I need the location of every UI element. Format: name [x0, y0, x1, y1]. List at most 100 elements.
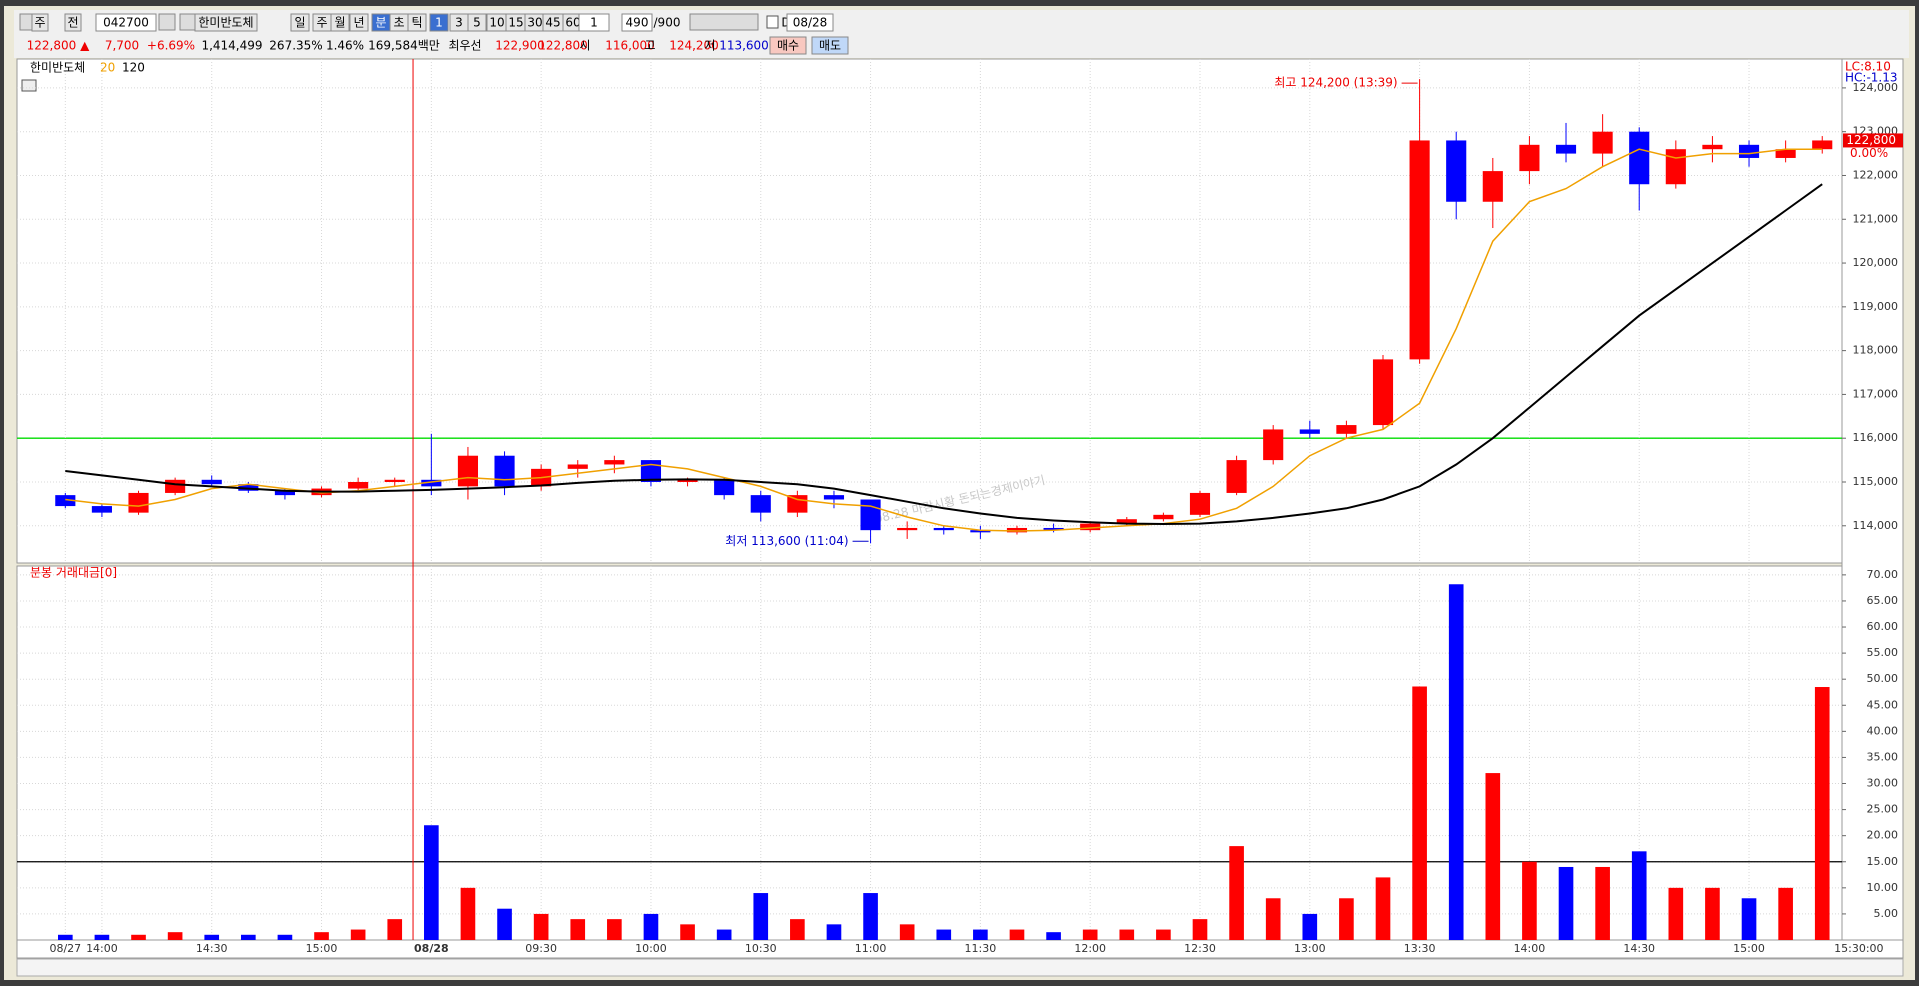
quote-field: 저 — [704, 39, 715, 53]
table-icon[interactable] — [21, 79, 37, 92]
candle-body — [750, 495, 771, 513]
toolbar-button[interactable] — [330, 13, 350, 32]
quote-field: 267.35% — [269, 39, 322, 53]
candle-body — [1446, 140, 1467, 202]
legend-entry: 20 — [100, 61, 115, 75]
toolbar-button[interactable] — [95, 13, 157, 32]
x-tick-label: 12:00 — [1074, 942, 1106, 955]
toolbar-button[interactable] — [407, 13, 427, 32]
candle-body — [1738, 144, 1760, 158]
volume-bar — [1082, 929, 1098, 940]
toolbar-label[interactable]: D — [781, 16, 790, 30]
toolbar-label[interactable]: 60 — [565, 16, 580, 30]
toolbar-button[interactable] — [429, 13, 449, 32]
toolbar-button[interactable] — [290, 13, 310, 32]
volume-bar — [1229, 846, 1244, 940]
toolbar-label[interactable]: 1 — [590, 16, 598, 30]
quote-field: 124,200 — [669, 39, 719, 53]
toolbar-label[interactable]: 년 — [353, 16, 364, 30]
candle-body — [238, 484, 259, 491]
volume-bar — [241, 934, 256, 940]
candle-body — [1482, 171, 1503, 202]
toolbar-label[interactable]: 042700 — [103, 16, 149, 30]
candle-body — [933, 527, 954, 531]
y-tick-label: 50.00 — [1867, 672, 1899, 685]
candle-body — [1226, 460, 1247, 493]
volume-bar — [1741, 898, 1757, 940]
volume-bar — [1814, 687, 1830, 940]
candle-body — [1299, 429, 1320, 434]
y-tick-label: 60.00 — [1867, 620, 1899, 633]
toolbar-button[interactable] — [31, 13, 49, 32]
scrollbar[interactable] — [16, 958, 1904, 977]
volume-bar — [680, 924, 695, 940]
toolbar-label[interactable]: 주 — [316, 16, 327, 30]
toolbar-button[interactable] — [64, 13, 82, 32]
candle-body — [1153, 514, 1174, 520]
x-tick-label: 13:30 — [1404, 942, 1436, 955]
candle-body — [494, 455, 515, 487]
y-axis-area — [1841, 58, 1904, 941]
volume-bar — [643, 913, 659, 940]
candle-body — [384, 479, 405, 482]
y-tick-label: 65.00 — [1867, 594, 1899, 607]
toolbar-button[interactable] — [578, 13, 610, 32]
candle-body — [1006, 527, 1028, 533]
candle-body — [274, 490, 295, 496]
x-tick-label: 14:00 — [1514, 942, 1546, 955]
price-pane — [16, 58, 1843, 564]
candle-body — [1665, 149, 1686, 185]
toolbar-button[interactable] — [349, 13, 369, 32]
checkbox[interactable] — [766, 15, 779, 29]
quote-field: 1.46% — [326, 39, 364, 53]
search-icon[interactable] — [158, 13, 176, 31]
y-tick-label: 116,000 — [1853, 431, 1899, 444]
quote-field[interactable]: 매도 — [819, 39, 841, 53]
quote-field[interactable]: 매수 — [777, 39, 799, 53]
low-annotation: 최저 113,600 (11:04) — [725, 534, 848, 548]
toolbar-label[interactable]: 30 — [527, 16, 542, 30]
toolbar-label[interactable]: 전 — [67, 16, 78, 30]
toolbar-label[interactable]: 08/28 — [793, 16, 828, 30]
candle-body — [1336, 425, 1357, 434]
toolbar-label[interactable]: 월 — [334, 16, 345, 30]
candle-body — [1080, 523, 1101, 531]
toolbar-label[interactable]: 틱 — [411, 16, 422, 30]
candle-body — [1519, 144, 1540, 172]
candle-body — [55, 495, 76, 507]
volume-bar — [1192, 919, 1208, 940]
toolbar-label[interactable]: 490 — [626, 16, 649, 30]
quote-field: 169,584백만 — [368, 39, 440, 53]
volume-bar — [57, 934, 73, 940]
tool-icons[interactable] — [689, 13, 759, 31]
toolbar-button[interactable] — [786, 13, 834, 32]
toolbar-button[interactable] — [467, 13, 487, 32]
sell-button[interactable] — [811, 36, 849, 55]
volume-bar — [204, 934, 220, 940]
candle-body — [970, 530, 991, 533]
volume-bar — [1046, 932, 1061, 940]
candle-body — [1043, 527, 1064, 531]
toolbar-label[interactable]: 15 — [508, 16, 523, 30]
toolbar-label[interactable]: 한미반도체 — [198, 16, 253, 30]
toolbar-label[interactable]: 분 — [375, 16, 386, 30]
y-tick-label: 45.00 — [1867, 698, 1899, 711]
toolbar-label[interactable]: 45 — [545, 16, 560, 30]
candle-body — [1592, 131, 1613, 154]
toolbar-label[interactable]: 초 — [393, 16, 404, 30]
candle-body — [897, 527, 918, 531]
candle-body — [1372, 359, 1394, 426]
toolbar-label[interactable]: 3 — [455, 16, 463, 30]
buy-button[interactable] — [769, 36, 807, 55]
toolbar-label[interactable]: 일 — [294, 16, 305, 30]
toolbar-button[interactable] — [621, 13, 653, 32]
y-tick-label: 10.00 — [1867, 881, 1899, 894]
volume-bar — [936, 929, 952, 940]
toolbar-label[interactable]: 5 — [473, 16, 481, 30]
toolbar-label[interactable]: /900 — [654, 16, 681, 30]
toolbar-label[interactable]: 10 — [489, 16, 504, 30]
toolbar-label[interactable]: 1 — [435, 16, 443, 30]
candle-body — [1702, 144, 1723, 150]
toolbar-label[interactable]: 주 — [34, 16, 45, 30]
toolbar-button[interactable] — [194, 13, 258, 32]
